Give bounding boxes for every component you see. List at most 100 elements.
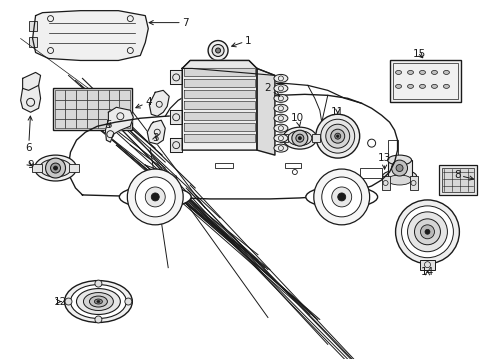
Circle shape — [298, 137, 301, 140]
Bar — [285, 163, 300, 168]
Ellipse shape — [430, 84, 437, 88]
Ellipse shape — [273, 75, 287, 82]
Ellipse shape — [305, 186, 377, 208]
Circle shape — [53, 166, 58, 170]
Circle shape — [320, 119, 354, 153]
Circle shape — [95, 316, 102, 323]
Circle shape — [215, 48, 220, 53]
Polygon shape — [33, 11, 148, 60]
Bar — [119, 90, 130, 100]
Text: 1: 1 — [231, 36, 251, 47]
Polygon shape — [20, 85, 41, 112]
Bar — [387, 160, 411, 180]
Circle shape — [151, 193, 159, 201]
Bar — [65, 100, 76, 109]
Bar — [119, 100, 130, 109]
Ellipse shape — [40, 159, 71, 177]
Bar — [29, 21, 37, 31]
Bar — [52, 88, 132, 130]
Text: 4: 4 — [136, 97, 151, 108]
Bar — [98, 100, 108, 109]
Text: 10: 10 — [291, 113, 304, 126]
Circle shape — [420, 225, 433, 239]
Ellipse shape — [287, 131, 311, 146]
Text: 7: 7 — [149, 18, 188, 28]
Bar — [65, 109, 76, 119]
Bar — [87, 90, 98, 100]
Bar — [76, 109, 87, 119]
Text: 8: 8 — [453, 170, 472, 180]
Circle shape — [395, 165, 402, 171]
Polygon shape — [170, 71, 182, 84]
Text: 6: 6 — [25, 116, 32, 153]
Circle shape — [65, 298, 72, 305]
Ellipse shape — [119, 186, 191, 208]
Ellipse shape — [382, 170, 416, 182]
Circle shape — [401, 206, 452, 258]
Circle shape — [95, 280, 102, 287]
Ellipse shape — [387, 175, 411, 185]
Circle shape — [321, 177, 361, 217]
Ellipse shape — [443, 71, 448, 75]
Text: 13: 13 — [377, 153, 390, 169]
Ellipse shape — [70, 285, 126, 319]
Bar — [76, 100, 87, 109]
Polygon shape — [105, 107, 133, 142]
Circle shape — [414, 219, 440, 245]
Circle shape — [295, 134, 303, 142]
Polygon shape — [184, 112, 254, 120]
Bar — [87, 119, 98, 128]
Bar — [108, 90, 119, 100]
Bar — [87, 100, 98, 109]
Ellipse shape — [387, 155, 411, 165]
Bar — [87, 109, 98, 119]
Text: 9: 9 — [27, 160, 34, 170]
Bar — [55, 119, 65, 128]
Bar — [69, 164, 80, 172]
Polygon shape — [184, 123, 254, 131]
Bar — [408, 176, 417, 190]
Text: 3: 3 — [152, 133, 158, 143]
Bar — [98, 119, 108, 128]
Bar — [389, 60, 461, 102]
Polygon shape — [22, 72, 41, 90]
Circle shape — [45, 158, 65, 178]
Ellipse shape — [430, 71, 437, 75]
Circle shape — [127, 169, 183, 225]
Circle shape — [145, 187, 165, 207]
Ellipse shape — [407, 71, 413, 75]
Ellipse shape — [273, 144, 287, 152]
Ellipse shape — [395, 71, 401, 75]
Polygon shape — [184, 90, 254, 98]
Circle shape — [334, 133, 340, 139]
Text: 15: 15 — [412, 49, 425, 59]
Circle shape — [291, 130, 307, 146]
Ellipse shape — [35, 155, 76, 181]
Bar — [439, 165, 476, 195]
Ellipse shape — [76, 289, 120, 315]
Bar — [98, 109, 108, 119]
Circle shape — [391, 160, 407, 176]
Polygon shape — [184, 101, 254, 109]
Polygon shape — [184, 134, 254, 142]
Ellipse shape — [89, 296, 107, 307]
Circle shape — [313, 169, 369, 225]
Ellipse shape — [419, 84, 425, 88]
Bar — [55, 90, 65, 100]
Ellipse shape — [273, 124, 287, 132]
Bar — [55, 100, 65, 109]
Circle shape — [407, 212, 447, 252]
Bar — [108, 100, 119, 109]
Ellipse shape — [273, 104, 287, 112]
Bar — [55, 109, 65, 119]
Bar — [311, 134, 319, 142]
Bar — [392, 63, 457, 99]
Text: 14: 14 — [420, 267, 433, 276]
Bar — [76, 119, 87, 128]
Bar — [215, 163, 233, 168]
Ellipse shape — [97, 301, 100, 302]
Ellipse shape — [83, 293, 113, 310]
Polygon shape — [184, 80, 254, 87]
Bar — [108, 109, 119, 119]
Circle shape — [208, 41, 227, 60]
